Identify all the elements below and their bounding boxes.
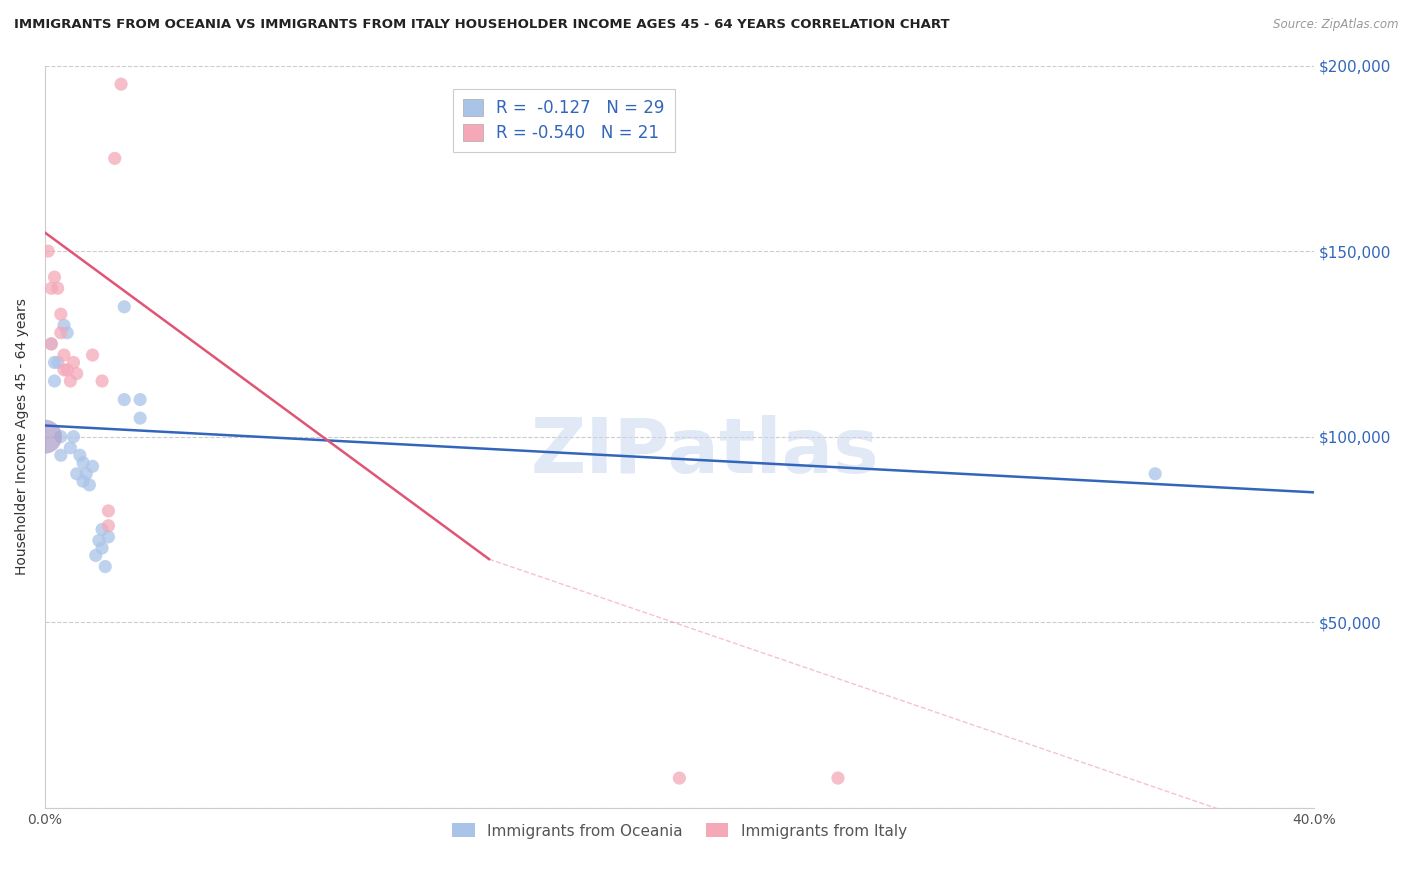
Legend: Immigrants from Oceania, Immigrants from Italy: Immigrants from Oceania, Immigrants from…: [446, 817, 912, 845]
Point: [112, 300, 135, 314]
Point: [49, 448, 72, 462]
Point: [97, 530, 120, 544]
Point: [66, 467, 89, 481]
Point: [62, 355, 84, 369]
Point: [110, 77, 132, 91]
Point: [66, 367, 89, 381]
Point: [39, 337, 62, 351]
Point: [44, 355, 66, 369]
Point: [72, 474, 94, 488]
Point: [129, 411, 152, 425]
Text: ZIPatlas: ZIPatlas: [530, 415, 879, 489]
Point: [53, 348, 76, 362]
Point: [39, 337, 62, 351]
Point: [49, 430, 72, 444]
Point: [49, 307, 72, 321]
Point: [129, 392, 152, 407]
Point: [39, 281, 62, 295]
Point: [44, 374, 66, 388]
Point: [82, 348, 104, 362]
Point: [53, 363, 76, 377]
Text: IMMIGRANTS FROM OCEANIA VS IMMIGRANTS FROM ITALY HOUSEHOLDER INCOME AGES 45 - 64: IMMIGRANTS FROM OCEANIA VS IMMIGRANTS FR…: [14, 18, 949, 31]
Point: [49, 326, 72, 340]
Point: [97, 504, 120, 518]
Point: [53, 318, 76, 333]
Point: [668, 771, 690, 785]
Point: [91, 541, 114, 555]
Point: [91, 374, 114, 388]
Point: [37, 244, 59, 259]
Point: [44, 270, 66, 285]
Point: [46, 355, 69, 369]
Point: [46, 281, 69, 295]
Point: [34, 430, 56, 444]
Point: [827, 771, 849, 785]
Point: [104, 152, 127, 166]
Point: [87, 533, 110, 548]
Point: [75, 467, 97, 481]
Point: [97, 518, 120, 533]
Point: [56, 363, 79, 377]
Point: [84, 549, 107, 563]
Point: [59, 441, 82, 455]
Point: [79, 478, 101, 492]
Point: [69, 448, 91, 462]
Point: [59, 374, 82, 388]
Text: Source: ZipAtlas.com: Source: ZipAtlas.com: [1274, 18, 1399, 31]
Point: [94, 559, 117, 574]
Point: [72, 456, 94, 470]
Y-axis label: Householder Income Ages 45 - 64 years: Householder Income Ages 45 - 64 years: [15, 298, 30, 575]
Point: [1144, 467, 1167, 481]
Point: [62, 430, 84, 444]
Point: [91, 523, 114, 537]
Point: [112, 392, 135, 407]
Point: [56, 326, 79, 340]
Point: [82, 459, 104, 474]
